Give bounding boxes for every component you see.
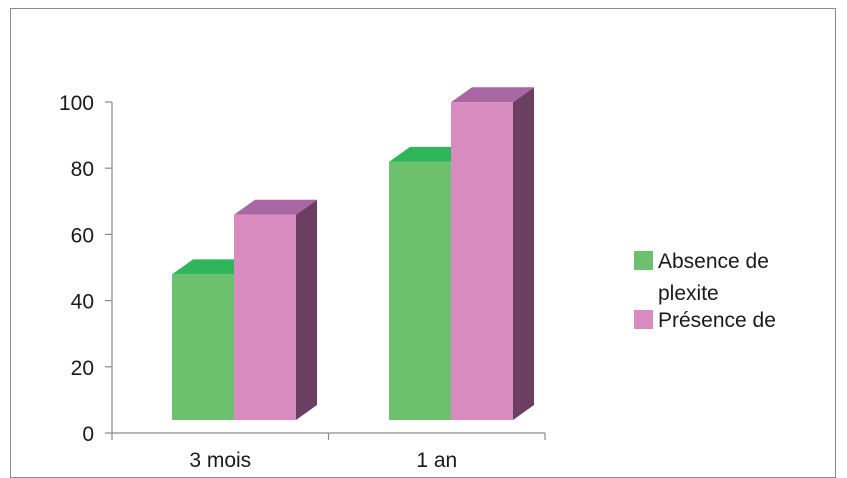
legend-label-presence-line1: Présence de [658,309,776,332]
y-tick-label: 100 [59,92,94,115]
y-axis-ticks: 0 20 40 60 80 100 [59,92,112,446]
bars [172,87,534,421]
bar-front [234,214,296,420]
x-axis-ticks: 3 mois 1 an [111,433,546,471]
legend-label-absence-line2: plexite [658,282,719,305]
bar-side [296,199,317,420]
legend-swatch-presence [634,310,653,329]
bar-side [513,87,534,421]
y-tick-label: 20 [71,357,94,380]
y-tick-label: 60 [71,224,94,247]
bar-front [451,102,513,421]
bar-top [234,199,317,215]
bar-front [172,274,234,420]
y-tick-label: 80 [71,158,94,181]
x-category-label: 3 mois [189,449,251,471]
bar-top [451,87,534,103]
y-tick-label: 0 [82,423,94,446]
legend-swatch-absence [634,251,653,270]
bar [451,87,534,421]
plot-area: 0 20 40 60 80 100 3 mois 1 an [59,87,546,471]
bar-front [389,161,451,420]
legend: Absence de plexite Présence de [634,250,776,332]
legend-label-absence-line1: Absence de [658,250,769,273]
y-tick-label: 40 [71,291,94,314]
bar [234,199,317,420]
x-category-label: 1 an [416,449,457,471]
